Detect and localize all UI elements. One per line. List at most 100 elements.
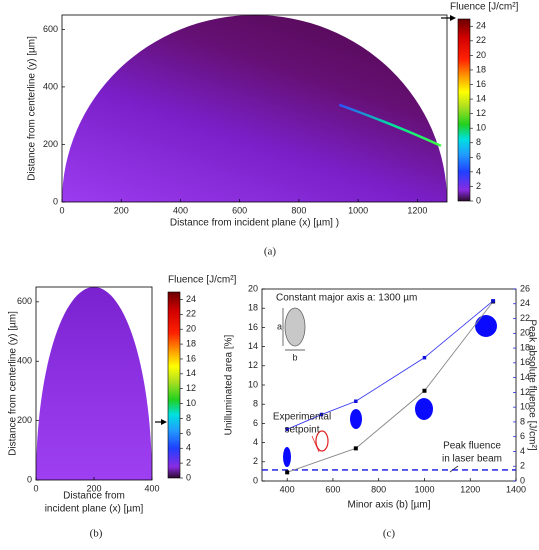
axis-label: Peak fluence [443, 441, 501, 452]
y2-tick-label: 26 [520, 283, 530, 293]
y-tick-label: 0 [53, 196, 58, 206]
y2-tick-label: 0 [520, 475, 525, 485]
y-tick-label: 2 [253, 456, 258, 466]
y-tick-label: 12 [248, 360, 258, 370]
colorbar-tick-label: 8 [186, 413, 191, 423]
axis-label: Peak absolute fluence [J/cm²] [526, 319, 537, 450]
data-point [285, 470, 290, 475]
colorbar-tick-label: 4 [476, 166, 481, 176]
y-tick-label: 600 [17, 296, 32, 306]
colorbar-title: Fluence [J/cm²] [450, 2, 519, 13]
annotation: b [292, 352, 297, 362]
y-tick-label: 6 [253, 418, 258, 428]
colorbar [457, 18, 471, 202]
colorbar-tick-label: 12 [186, 383, 196, 393]
colorbar-tick-label: 14 [476, 93, 486, 103]
y2-tick-label: 16 [520, 357, 530, 367]
colorbar-tick-label: 18 [186, 338, 196, 348]
x-tick-label: 1200 [407, 205, 427, 215]
y2-tick-label: 10 [520, 402, 530, 412]
colorbar-tick-label: 0 [186, 472, 191, 482]
y-tick-label: 16 [248, 322, 258, 332]
axis-label: Distance from [63, 491, 125, 502]
data-point [353, 446, 358, 451]
data-point [354, 399, 358, 403]
y2-tick-label: 8 [520, 416, 525, 426]
colorbar-tick-label: 20 [186, 324, 196, 334]
y-tick-label: 200 [43, 139, 58, 149]
data-point [319, 412, 324, 417]
y-tick-label: 400 [17, 356, 32, 366]
y-tick-label: 18 [248, 303, 258, 313]
y2-tick-label: 6 [520, 431, 525, 441]
colorbar-tick-label: 2 [476, 181, 481, 191]
x-tick-label: 200 [86, 483, 101, 493]
shape-icons [155, 15, 497, 473]
y2-tick-label: 20 [520, 328, 530, 338]
fluence-map [62, 15, 447, 202]
annotation: a [277, 321, 282, 331]
y-tick-label: 400 [43, 81, 58, 91]
colorbar-tick-label: 0 [476, 195, 481, 205]
y-tick-label: 0 [253, 475, 258, 485]
data-point [285, 427, 289, 432]
y-tick-label: 600 [43, 24, 58, 34]
colorbar-tick-label: 18 [476, 64, 486, 74]
x-tick-label: 600 [325, 484, 340, 494]
annotation: Constant major axis a: 1300 µm [276, 293, 417, 304]
caption: (b) [90, 528, 103, 540]
y2-tick-label: 12 [520, 387, 530, 397]
x-tick-label: 400 [173, 205, 188, 215]
fluence-hotspot [338, 103, 442, 148]
axis-label: Unilluminated area [%] [224, 334, 235, 435]
colorbar-tick-label: 16 [476, 79, 486, 89]
y-tick-label: 4 [253, 437, 258, 447]
y-tick-label: 8 [253, 399, 258, 409]
x-tick-label: 800 [291, 205, 306, 215]
y2-tick-label: 22 [520, 313, 530, 323]
data-point [422, 388, 427, 393]
colorbar-tick-label: 16 [186, 353, 196, 363]
colorbar-tick-label: 2 [186, 457, 191, 467]
y-tick-label: 200 [17, 415, 32, 425]
caption: (a) [264, 246, 277, 258]
x-tick-label: 1000 [414, 484, 434, 494]
colorbar-tick-label: 4 [186, 443, 191, 453]
y2-tick-label: 14 [520, 372, 530, 382]
colorbar-tick-label: 8 [476, 137, 481, 147]
x-tick-label: 200 [114, 205, 129, 215]
axis-label: Distance from centerline (y) [µm] [8, 311, 19, 456]
colorbar-tick-label: 22 [476, 35, 486, 45]
colorbar-tick-label: 24 [476, 21, 486, 31]
axis-label: Distance from centerline (y) [µm] [27, 36, 38, 181]
x-tick-label: 400 [144, 483, 159, 493]
y2-tick-label: 24 [520, 298, 530, 308]
x-tick-label: 1200 [460, 484, 480, 494]
colorbar-tick-label: 24 [186, 294, 196, 304]
colorbar-tick-label: 10 [476, 123, 486, 133]
colorbar-tick-label: 6 [476, 152, 481, 162]
caption: (c) [383, 528, 396, 540]
y2-tick-label: 18 [520, 342, 530, 352]
colorbar-tick-label: 12 [476, 108, 486, 118]
y-tick-label: 0 [27, 474, 32, 484]
series-line [286, 300, 494, 430]
plot-frame [61, 14, 448, 203]
y-tick-label: 10 [248, 379, 258, 389]
colorbar-tick-label: 10 [186, 398, 196, 408]
axis-label: Distance from incident plane (x) [µm] ) [170, 218, 339, 229]
y-tick-label: 14 [248, 341, 258, 351]
y-tick-label: 20 [248, 283, 258, 293]
x-tick-label: 800 [371, 484, 386, 494]
axis-label: setpoint [284, 425, 319, 436]
axis-label: Minor axis (b) [µm] [348, 500, 431, 511]
axis-label: incident plane (x) [µm] [45, 504, 144, 515]
y2-tick-label: 4 [520, 446, 525, 456]
colorbar-tick-label: 14 [186, 368, 196, 378]
data-point [491, 299, 495, 303]
axis-label: Experimental [273, 412, 331, 423]
x-tick-label: 0 [59, 205, 64, 215]
colorbar [167, 291, 181, 479]
x-tick-label: 600 [232, 205, 247, 215]
